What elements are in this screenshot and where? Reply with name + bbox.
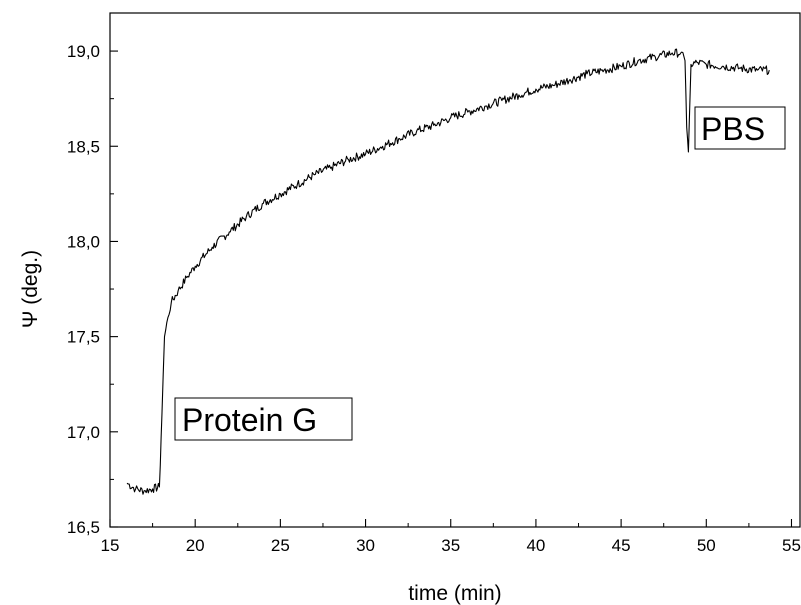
annotation-pbs: PBS — [694, 106, 786, 150]
y-tick-label: 16,5 — [67, 518, 100, 537]
y-tick-label: 18,0 — [67, 232, 100, 251]
annotation-protein-g: Protein G — [174, 397, 353, 441]
x-tick-label: 25 — [271, 536, 290, 555]
x-tick-label: 50 — [697, 536, 716, 555]
x-axis-title: time (min) — [408, 582, 501, 605]
x-tick-label: 20 — [186, 536, 205, 555]
x-tick-label: 30 — [356, 536, 375, 555]
x-tick-label: 55 — [782, 536, 801, 555]
series-line — [126, 48, 770, 495]
y-tick-label: 17,0 — [67, 423, 100, 442]
y-tick-label: 19,0 — [67, 42, 100, 61]
x-tick-label: 35 — [441, 536, 460, 555]
x-tick-label: 15 — [101, 536, 120, 555]
y-axis-title: Ψ (deg.) — [19, 250, 42, 328]
x-tick-label: 45 — [612, 536, 631, 555]
annotation-protein-g-box — [174, 397, 353, 441]
y-tick-label: 18,5 — [67, 137, 100, 156]
y-axis-ticks: 16,5 17,0 17,5 18,0 18,5 19,0 — [67, 42, 118, 537]
annotation-pbs-label: PBS — [701, 111, 765, 147]
plot-frame — [109, 12, 801, 528]
plot-border — [109, 12, 801, 528]
x-tick-label: 40 — [526, 536, 545, 555]
y-tick-label: 17,5 — [67, 328, 100, 347]
annotation-protein-g-label: Protein G — [182, 402, 317, 438]
annotation-pbs-box — [694, 106, 786, 150]
x-axis-ticks: 15 20 25 30 35 40 45 50 55 — [101, 519, 801, 555]
